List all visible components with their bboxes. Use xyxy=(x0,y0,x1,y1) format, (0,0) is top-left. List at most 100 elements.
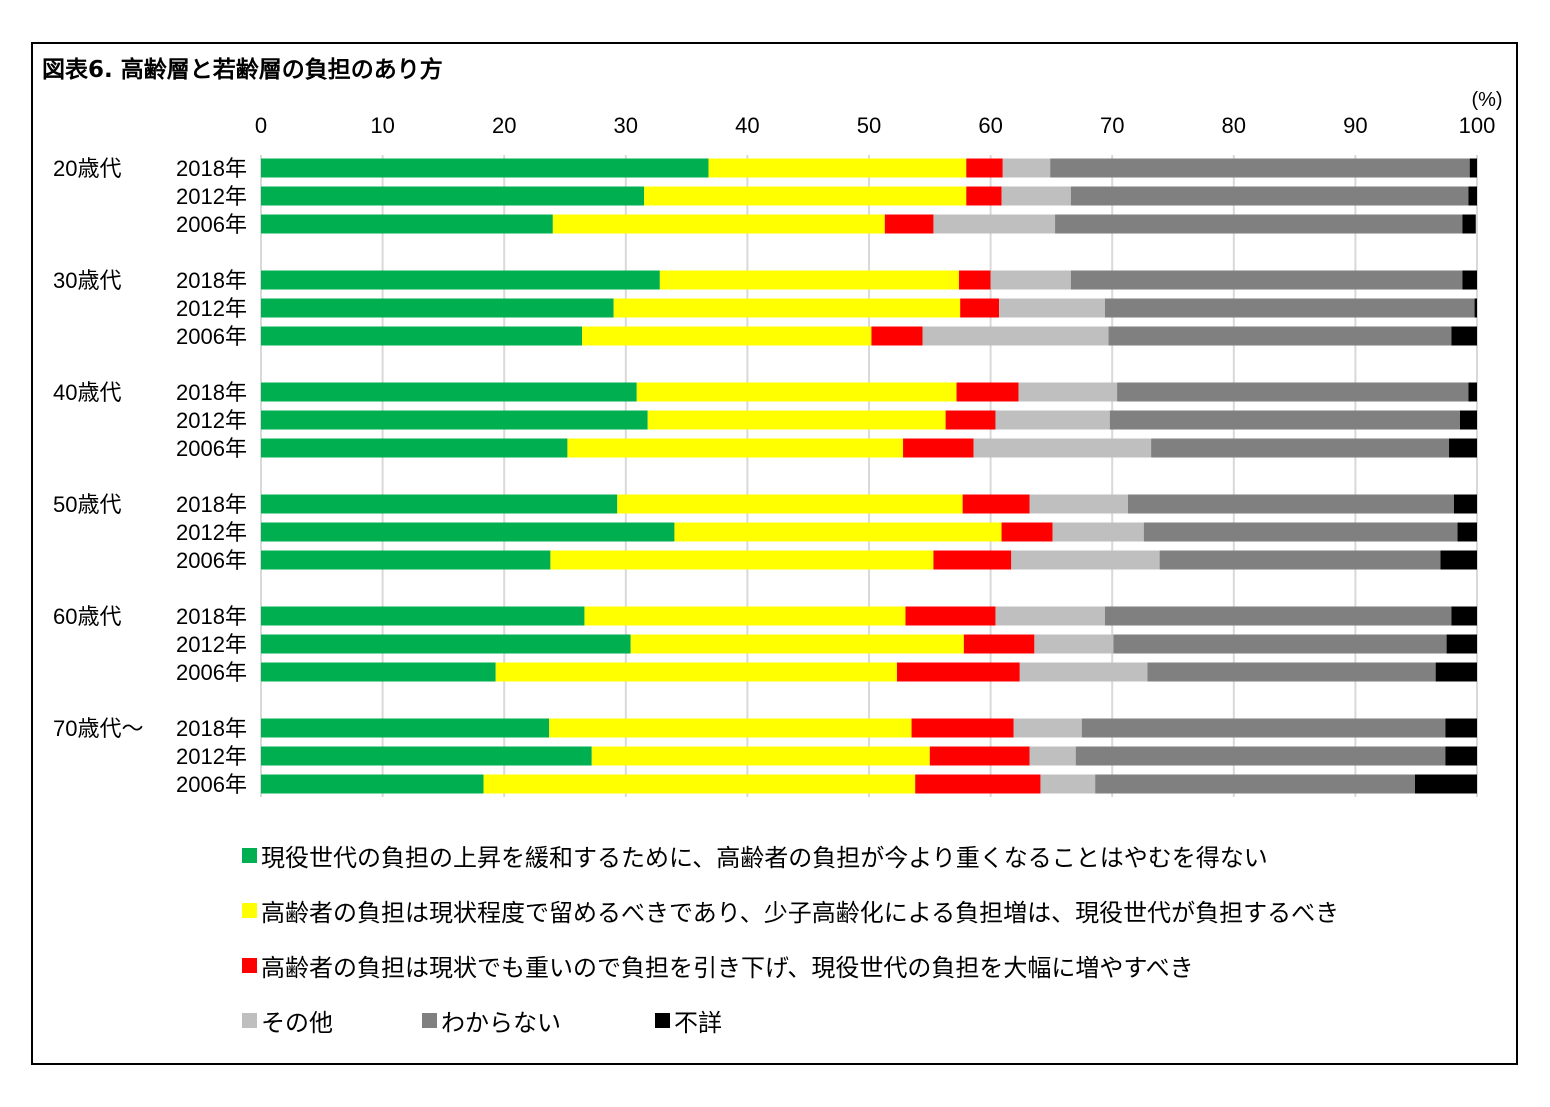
legend-item-0: 現役世代の負担の上昇を緩和するために、高齢者の負担が今より重くなることはやむを得… xyxy=(242,838,1268,873)
bar-segment-0 xyxy=(261,606,585,626)
bar-segment-4 xyxy=(1055,214,1463,234)
bar-segment-0 xyxy=(261,522,675,542)
bar-segment-2 xyxy=(933,550,1012,570)
bar-segment-2 xyxy=(896,662,1020,682)
bar-segment-0 xyxy=(261,438,568,458)
row-label: 2012年 xyxy=(176,408,247,433)
legend-item-3: その他 xyxy=(242,1003,333,1038)
bar-segment-4 xyxy=(1151,438,1450,458)
bar-segment-0 xyxy=(261,494,618,514)
bar-segment-4 xyxy=(1075,746,1446,766)
bar-segment-2 xyxy=(966,186,1002,206)
bar-segment-2 xyxy=(929,746,1030,766)
bar-segment-0 xyxy=(261,382,637,402)
bar-segment-4 xyxy=(1050,158,1470,178)
bar-segment-2 xyxy=(915,774,1041,794)
legend-swatch xyxy=(242,1013,257,1028)
bar-segment-1 xyxy=(630,634,964,654)
bar-segment-3 xyxy=(1029,746,1076,766)
bar-segment-1 xyxy=(483,774,916,794)
bar-segment-1 xyxy=(674,522,1002,542)
legend-item-1: 高齢者の負担は現状程度で留めるべきであり、少子高齢化による負担増は、現役世代が負… xyxy=(242,893,1339,928)
bar-segment-0 xyxy=(261,270,660,290)
legend-swatch xyxy=(655,1013,670,1028)
row-label: 2018年 xyxy=(176,380,247,405)
bar-segment-4 xyxy=(1128,494,1454,514)
bar-segment-4 xyxy=(1117,382,1469,402)
bar-segment-1 xyxy=(659,270,959,290)
legend-item-5: 不詳 xyxy=(655,1003,722,1038)
row-label: 2012年 xyxy=(176,632,247,657)
bar-segment-5 xyxy=(1468,186,1477,206)
bar-segment-3 xyxy=(1029,494,1129,514)
legend-swatch xyxy=(242,848,257,863)
x-tick-label: 10 xyxy=(370,113,394,138)
bar-segment-1 xyxy=(617,494,963,514)
bar-segment-3 xyxy=(1018,382,1118,402)
bar-segment-2 xyxy=(960,298,1000,318)
bar-segment-1 xyxy=(584,606,906,626)
bar-segment-4 xyxy=(1070,186,1469,206)
legend-swatch xyxy=(242,903,257,918)
bar-segment-1 xyxy=(613,298,961,318)
legend-item-4: わからない xyxy=(422,1003,561,1038)
bar-segment-0 xyxy=(261,410,648,430)
bar-segment-3 xyxy=(995,606,1105,626)
bar-segment-3 xyxy=(1034,634,1114,654)
legend-label: わからない xyxy=(441,1009,561,1037)
bar-segment-3 xyxy=(1040,774,1096,794)
bar-segment-2 xyxy=(884,214,934,234)
bar-segment-3 xyxy=(1019,662,1148,682)
bar-segment-5 xyxy=(1440,550,1477,570)
bar-segment-3 xyxy=(1002,158,1051,178)
x-tick-label: 60 xyxy=(978,113,1002,138)
bar-segment-1 xyxy=(647,410,946,430)
bar-segment-1 xyxy=(552,214,885,234)
bar-segment-5 xyxy=(1451,326,1477,346)
bar-segment-4 xyxy=(1113,634,1447,654)
row-label: 2012年 xyxy=(176,184,247,209)
bar-segment-5 xyxy=(1445,746,1477,766)
row-label: 2012年 xyxy=(176,744,247,769)
bar-segment-0 xyxy=(261,550,551,570)
bar-segment-5 xyxy=(1457,522,1477,542)
group-label: 20歳代 xyxy=(53,156,121,181)
group-label: 70歳代～ xyxy=(53,716,143,741)
row-label: 2006年 xyxy=(176,324,247,349)
bar-segment-1 xyxy=(591,746,930,766)
bar-segment-1 xyxy=(644,186,967,206)
x-tick-label: 50 xyxy=(857,113,881,138)
row-label: 2006年 xyxy=(176,772,247,797)
chart-title: 図表6. 高齢層と若齢層の負担のあり方 xyxy=(42,57,443,83)
bar-segment-3 xyxy=(990,270,1071,290)
bar-segment-3 xyxy=(995,410,1110,430)
bar-segment-2 xyxy=(963,634,1035,654)
x-tick-label: 40 xyxy=(735,113,759,138)
bar-segment-1 xyxy=(549,718,912,738)
bar-segment-5 xyxy=(1449,438,1477,458)
row-label: 2006年 xyxy=(176,212,247,237)
legend-label: 高齢者の負担は現状程度で留めるべきであり、少子高齢化による負担増は、現役世代が負… xyxy=(261,899,1340,927)
bar-segment-5 xyxy=(1459,410,1477,430)
bar-segment-0 xyxy=(261,662,496,682)
legend-item-2: 高齢者の負担は現状でも重いので負担を引き下げ、現役世代の負担を大幅に増やすべき xyxy=(242,948,1194,983)
bar-segment-2 xyxy=(958,270,991,290)
legend-label: 高齢者の負担は現状でも重いので負担を引き下げ、現役世代の負担を大幅に増やすべき xyxy=(261,954,1194,982)
row-label: 2018年 xyxy=(176,156,247,181)
row-label: 2018年 xyxy=(176,604,247,629)
row-label: 2012年 xyxy=(176,296,247,321)
group-label: 50歳代 xyxy=(53,492,121,517)
bar-segment-1 xyxy=(567,438,904,458)
bar-segment-3 xyxy=(1011,550,1160,570)
bar-segment-4 xyxy=(1143,522,1458,542)
group-label: 40歳代 xyxy=(53,380,121,405)
bar-segment-2 xyxy=(966,158,1003,178)
bar-segment-0 xyxy=(261,186,645,206)
bar-segment-5 xyxy=(1468,382,1477,402)
x-tick-label: 70 xyxy=(1100,113,1124,138)
legend-swatch xyxy=(242,958,257,973)
legend-label: 現役世代の負担の上昇を緩和するために、高齢者の負担が今より重くなることはやむを得… xyxy=(261,844,1268,872)
chart-frame xyxy=(31,42,1518,1065)
group-label: 30歳代 xyxy=(53,268,121,293)
bar-segment-0 xyxy=(261,746,592,766)
